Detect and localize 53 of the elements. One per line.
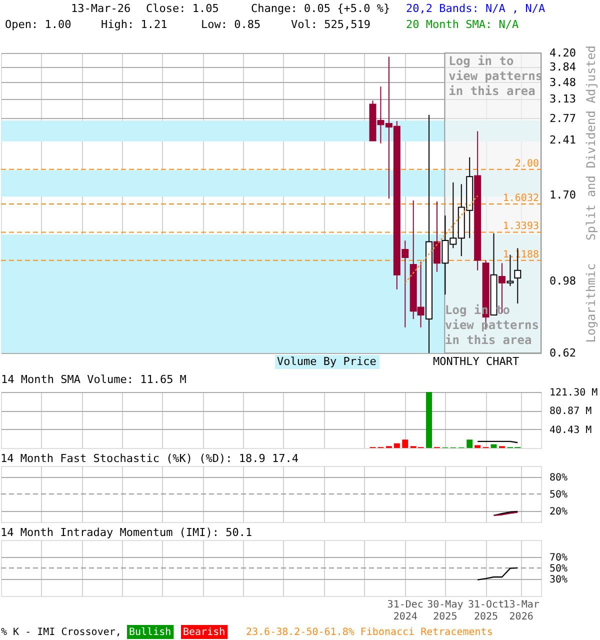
- bar: [474, 445, 481, 448]
- y-tick-label: 80%: [550, 472, 568, 484]
- y-tick-label: 1.70: [550, 188, 576, 202]
- y-tick-label: 80.87 M: [550, 406, 592, 418]
- chart-title: 14 Month Intraday Momentum (IMI): 50.1: [0, 526, 252, 539]
- chart-title: 14 Month SMA Volume: 11.65 M: [1, 373, 187, 386]
- y-tick-label: 70%: [550, 552, 568, 564]
- y-tick-label: 40.43 M: [550, 424, 592, 436]
- text: Close: 1.05: [146, 2, 219, 15]
- ref-line-label: 1.3393: [502, 221, 539, 232]
- y-tick-label: 3.48: [550, 76, 576, 89]
- bar: [426, 392, 432, 448]
- ref-line-label: 2.00: [514, 158, 539, 170]
- y-tick-label: 3.13: [550, 92, 576, 106]
- y-tick-label: 3.84: [550, 60, 576, 74]
- text: Bullish: [129, 627, 172, 638]
- y-tick-label: 2.77: [550, 112, 576, 125]
- text: Change: 0.05 {+5.0 %}: [251, 2, 390, 15]
- y-tick-label: 0.62: [550, 346, 576, 360]
- x-tick-label: 13-Mar 2026: [503, 600, 540, 622]
- y-tick-label: 20%: [550, 506, 568, 518]
- candlestick: [433, 200, 440, 272]
- bar: [490, 444, 497, 448]
- y-tick-label: 30%: [550, 574, 568, 586]
- text: 20 Month SMA: N/A: [406, 18, 519, 31]
- bar: [394, 443, 400, 448]
- y-tick-label: 50%: [550, 564, 568, 574]
- text: Logarithmic: [584, 263, 598, 343]
- line-series: [476, 567, 518, 580]
- text: High: 1.21: [101, 18, 168, 31]
- text: MONTHLY CHART: [433, 355, 520, 368]
- y-tick-label: 4.20: [550, 46, 576, 60]
- x-tick-label: 31-Oct 2025: [468, 600, 504, 622]
- text: 20,2 Bands: N/A , N/A: [406, 2, 546, 15]
- chart-title: 14 Month Fast Stochastic (%K) (%D): 18.9 17.4: [0, 452, 299, 465]
- x-tick-label: 31-Dec 2024: [387, 600, 424, 622]
- text: Split and Dividend Adjusted: [584, 45, 598, 241]
- text: Bearish: [183, 627, 226, 638]
- y-tick-label: 0.98: [550, 274, 576, 288]
- text: Open: 1.00: [5, 18, 72, 31]
- bar: [466, 440, 473, 448]
- bar: [402, 440, 408, 448]
- text: Vol: 525,519: [291, 18, 370, 31]
- text: 23.6-38.2-50-61.8% Fibonacci Retracements: [246, 627, 493, 638]
- text: % K - IMI Crossover,: [1, 627, 122, 638]
- text: Low: 0.85: [201, 18, 261, 31]
- ref-line-label: 1.6032: [502, 193, 539, 204]
- y-tick-label: 50%: [550, 490, 568, 500]
- text: 13-Mar-26: [71, 2, 131, 15]
- x-tick-label: 30-May 2025: [427, 600, 464, 622]
- text: Volume By Price: [277, 355, 376, 368]
- y-tick-label: 121.30 M: [550, 388, 598, 398]
- y-tick-label: 2.41: [550, 134, 576, 147]
